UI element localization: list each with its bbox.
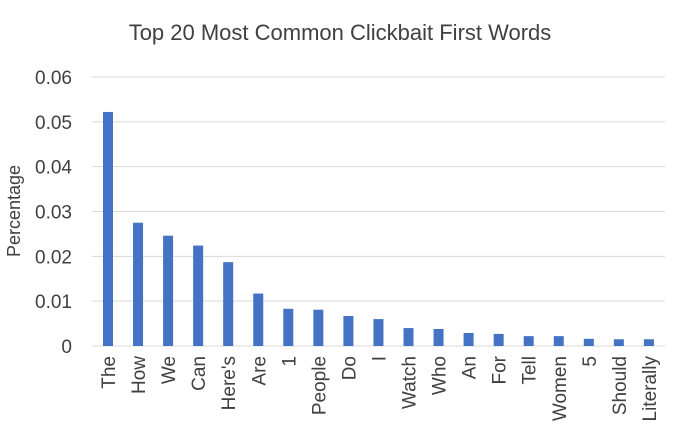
x-tick-label: How <box>129 356 150 394</box>
bar-1 <box>283 308 294 346</box>
x-tick-label: An <box>460 356 481 379</box>
y-tick-label: 0.04 <box>35 158 72 179</box>
y-axis-ticks: 0 0.01 0.02 0.03 0.04 0.05 0.06 <box>35 68 72 358</box>
bar-do <box>343 315 354 346</box>
bar-how <box>133 222 144 346</box>
bar-who <box>433 328 444 346</box>
x-tick-label: Women <box>550 356 571 421</box>
bar-people <box>313 309 324 346</box>
y-tick-label: 0.01 <box>35 292 72 313</box>
x-tick-label: Who <box>430 356 451 395</box>
bar-are <box>253 293 264 346</box>
bar-literally <box>643 339 654 346</box>
x-tick-label: Do <box>339 356 360 380</box>
x-tick-label: The <box>99 356 120 389</box>
x-tick-label: Literally <box>640 356 661 422</box>
bar-heres <box>223 262 234 346</box>
y-tick-label: 0.05 <box>35 113 72 134</box>
y-axis-label: Percentage <box>4 165 24 257</box>
bar-the <box>103 111 113 346</box>
y-tick-label: 0.06 <box>35 68 72 89</box>
bar-we <box>163 235 174 346</box>
bar-5 <box>583 338 594 346</box>
x-tick-label: People <box>309 356 330 415</box>
x-tick-label: Can <box>189 356 210 391</box>
x-tick-label: 5 <box>580 356 601 367</box>
x-tick-label: Here's <box>219 356 240 410</box>
bar-i <box>373 319 384 346</box>
x-tick-label: We <box>159 356 180 384</box>
bar-for <box>493 333 504 346</box>
x-tick-label: Are <box>249 356 270 386</box>
y-tick-label: 0.02 <box>35 247 72 268</box>
gridlines <box>92 76 665 347</box>
x-tick-label: 1 <box>279 356 300 367</box>
chart-title: Top 20 Most Common Clickbait First Words <box>129 20 552 45</box>
bar-should <box>613 339 624 346</box>
x-tick-label: Tell <box>520 356 541 385</box>
x-tick-label: I <box>369 356 390 361</box>
y-tick-label: 0.03 <box>35 203 72 224</box>
x-tick-label: For <box>490 355 511 384</box>
x-axis-ticks: The How We Can Here's Are 1 People Do I Watch Who An… <box>99 355 661 421</box>
bar-women <box>553 336 564 346</box>
bars <box>103 111 654 346</box>
bar-can <box>193 245 204 346</box>
x-tick-label: Should <box>610 356 631 415</box>
y-tick-label: 0 <box>61 337 72 358</box>
bar-watch <box>403 328 414 346</box>
bar-tell <box>523 336 534 346</box>
bar-an <box>463 332 474 346</box>
x-tick-label: Watch <box>400 356 421 409</box>
